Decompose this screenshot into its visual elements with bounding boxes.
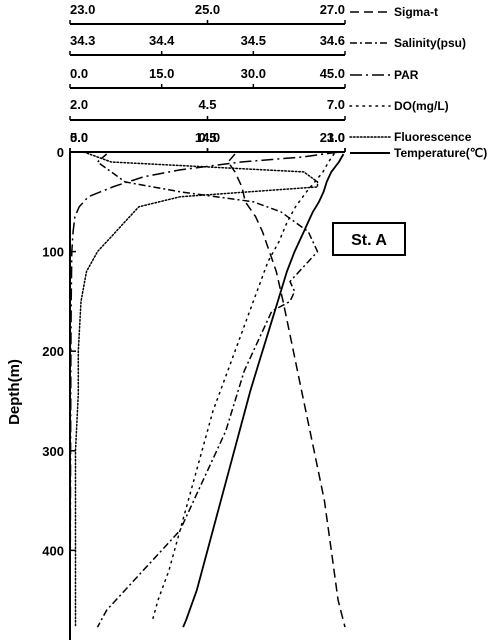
tick-label-salinity-psu: 34.6 bbox=[320, 33, 345, 48]
series-line-do-mg-l bbox=[151, 153, 335, 621]
legend-label-do-mg-l: DO(mg/L) bbox=[394, 99, 449, 113]
tick-label-fluorescence: 0.5 bbox=[198, 130, 216, 145]
y-tick-label: 300 bbox=[42, 444, 64, 459]
series-line-salinity-psu bbox=[96, 153, 319, 628]
tick-label-par: 45.0 bbox=[320, 66, 345, 81]
station-box-frame bbox=[332, 222, 406, 256]
tick-label-salinity-psu: 34.4 bbox=[149, 33, 175, 48]
tick-label-fluorescence: 0.0 bbox=[70, 130, 88, 145]
tick-label-salinity-psu: 34.3 bbox=[70, 33, 95, 48]
legend: Sigma-t Salinity(psu) PAR DO(mg/L) Fluoresce… bbox=[349, 5, 487, 160]
tick-label-salinity-psu: 34.5 bbox=[241, 33, 266, 48]
tick-label-temperature: 23.0 bbox=[320, 130, 345, 145]
tick-label-do-mg-l: 7.0 bbox=[327, 97, 345, 112]
y-tick-label: 200 bbox=[42, 344, 64, 359]
series-group bbox=[69, 151, 346, 628]
y-tick-label: 100 bbox=[42, 245, 64, 260]
legend-label-par: PAR bbox=[394, 68, 419, 82]
series-line-fluorescence bbox=[74, 151, 319, 628]
station-label: St. A bbox=[351, 232, 387, 249]
y-axis: Depth(m) 0 100 200 300 400 bbox=[6, 145, 76, 640]
y-axis-title: Depth(m) bbox=[6, 359, 23, 425]
station-box: St. A bbox=[332, 222, 406, 256]
tick-label-sigma-t: 27.0 bbox=[320, 2, 345, 17]
series-line-temperature bbox=[182, 153, 345, 628]
tick-label-sigma-t: 23.0 bbox=[70, 2, 95, 17]
legend-label-salinity-psu: Salinity(psu) bbox=[394, 36, 466, 50]
tick-label-temperature: 5.0 bbox=[70, 130, 88, 145]
tick-label-par: 30.0 bbox=[241, 66, 266, 81]
legend-label-sigma-t: Sigma-t bbox=[394, 5, 438, 19]
tick-label-do-mg-l: 2.0 bbox=[70, 97, 88, 112]
legend-label-temperature: Temperature(℃) bbox=[394, 146, 487, 160]
tick-label-sigma-t: 25.0 bbox=[195, 2, 220, 17]
series-line-par bbox=[69, 151, 340, 628]
tick-label-par: 0.0 bbox=[70, 66, 88, 81]
y-tick-label: 400 bbox=[42, 543, 64, 558]
y-tick-label: 0 bbox=[57, 145, 64, 160]
tick-label-par: 15.0 bbox=[149, 66, 174, 81]
legend-label-fluorescence: Fluorescence bbox=[394, 130, 472, 144]
series-line-sigma-t bbox=[227, 153, 346, 628]
tick-label-fluorescence: 1.0 bbox=[327, 130, 345, 145]
tick-label-do-mg-l: 4.5 bbox=[198, 97, 216, 112]
tick-label-temperature: 14.0 bbox=[195, 130, 220, 145]
x-axes-group: 23.0 25.0 27.0 34.3 34.4 34.5 34.6 0.0 15.0 30.0 4… bbox=[69, 2, 346, 153]
